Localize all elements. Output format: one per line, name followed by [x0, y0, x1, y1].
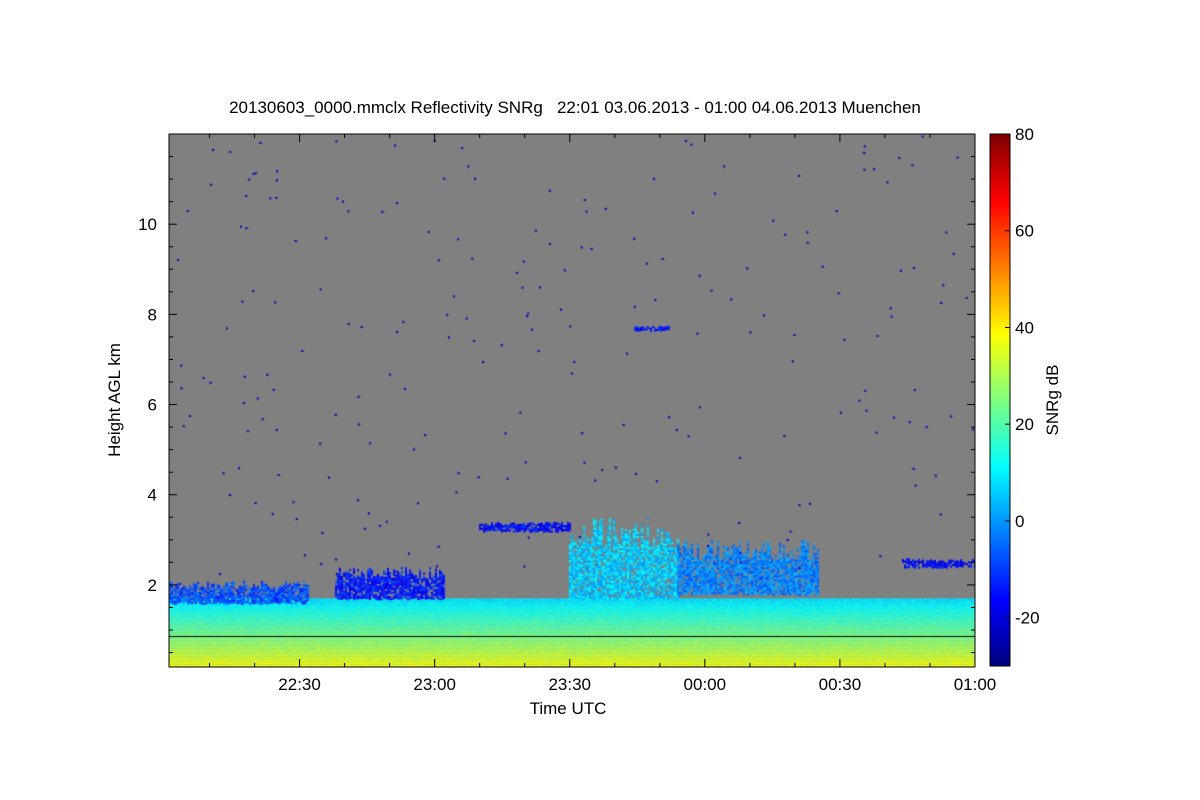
y-tick-label: 8	[148, 305, 157, 324]
x-tick-label: 22:30	[278, 675, 321, 694]
x-tick-label: 01:00	[954, 675, 997, 694]
colorbar-tick-label: 40	[1015, 318, 1034, 337]
colorbar	[990, 134, 1010, 666]
x-axis-label: Time UTC	[530, 699, 607, 718]
x-tick-label: 23:30	[548, 675, 591, 694]
x-tick-label: 00:30	[819, 675, 862, 694]
colorbar-label: SNRg dB	[1043, 365, 1062, 436]
heatmap-canvas	[169, 134, 975, 667]
x-tick-label: 23:00	[413, 675, 456, 694]
y-tick-label: 2	[148, 576, 157, 595]
colorbar-tick-label: 60	[1015, 222, 1034, 241]
x-tick-label: 00:00	[684, 675, 727, 694]
colorbar-tick-label: 80	[1015, 125, 1034, 144]
y-tick-label: 4	[148, 486, 157, 505]
colorbar-tick-label: 20	[1015, 415, 1034, 434]
y-tick-label: 6	[148, 396, 157, 415]
colorbar-frame	[989, 133, 1011, 667]
colorbar-tick-label: -20	[1015, 609, 1040, 628]
y-axis-label: Height AGL km	[105, 343, 124, 457]
y-tick-label: 10	[138, 215, 157, 234]
plot-frame	[168, 133, 976, 668]
chart-title: 20130603_0000.mmclx Reflectivity SNRg 22…	[229, 98, 921, 117]
colorbar-tick-label: 0	[1015, 512, 1024, 531]
